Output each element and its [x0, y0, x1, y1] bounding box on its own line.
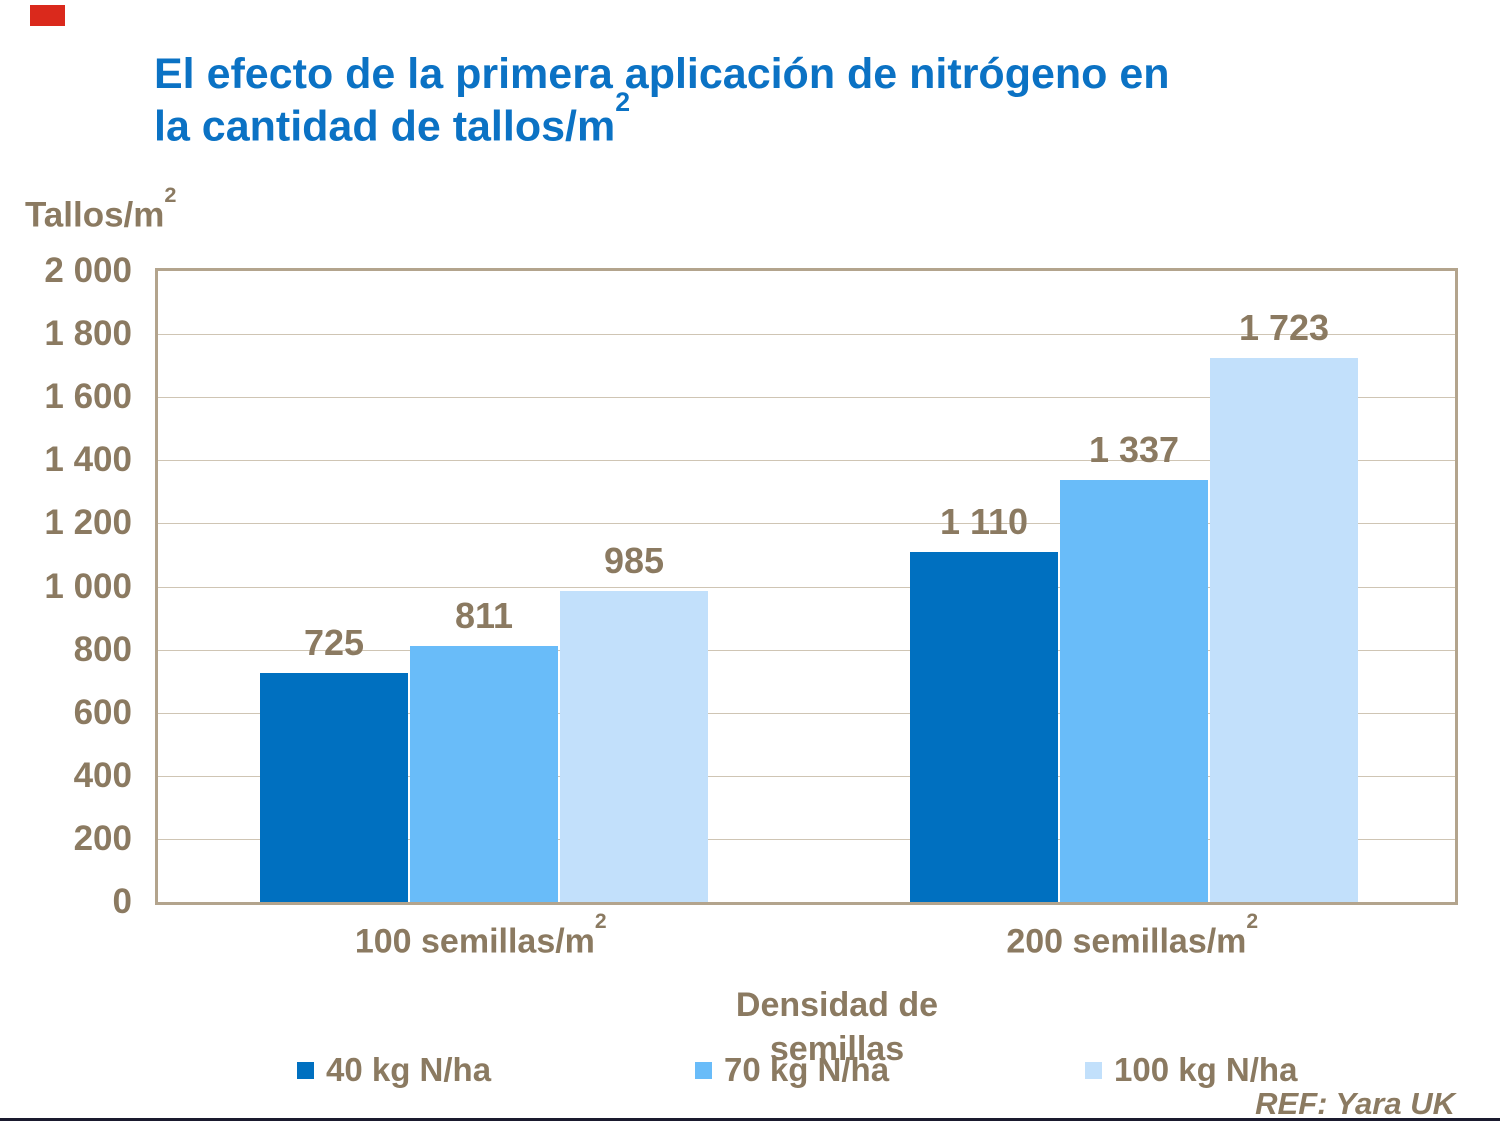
legend-swatch-100kg: [1085, 1061, 1102, 1079]
bar-value-label: 1 723: [1238, 307, 1330, 349]
page-title: El efecto de la primera aplicación de ni…: [154, 48, 1414, 153]
legend-label-70kg: 70 kg N/ha: [724, 1051, 890, 1088]
plot-area: 725 1 110 811 1 337 985 1 723: [155, 268, 1458, 905]
y-tick-label: 1 800: [44, 314, 132, 354]
bar-100-kg-n-ha-cat2: [1210, 358, 1358, 902]
bar-value-label: 1 337: [1088, 429, 1180, 471]
gridline: [158, 838, 1455, 840]
y-tick-label: 400: [73, 755, 132, 795]
y-tick-labels: 2 000 1 800 1 600 1 400 1 200 1 000 800 600 400 2…: [0, 251, 132, 921]
gridline: [158, 460, 1455, 462]
gridline: [158, 334, 1455, 336]
x-category-labels: 100 semillas/m2 200 semillas/m2: [155, 910, 1458, 961]
y-tick-label: 1 200: [44, 503, 132, 543]
y-axis-title: Tallos/m2: [25, 182, 177, 235]
bar-40-kg-n-ha-cat1: [260, 673, 408, 902]
y-tick-label: 1 600: [44, 377, 132, 417]
y-tick-label: 600: [73, 692, 132, 732]
page-title-line1: El efecto de la primera aplicación de ni…: [154, 50, 1170, 98]
page-title-line2: la cantidad de tallos/m: [154, 102, 616, 151]
bar-value-label: 1 110: [939, 500, 1029, 542]
bar-value-label: 725: [303, 622, 365, 664]
reference-label: REF: Yara UK: [1255, 1086, 1455, 1121]
legend-swatch-40kg: [297, 1061, 314, 1079]
legend-item-70kg: 70 kg N/ha: [695, 1051, 889, 1089]
gridline: [158, 586, 1455, 588]
gridline: [158, 397, 1455, 399]
x-axis-title: Densidad de semillas: [735, 986, 939, 1068]
gridline: [158, 649, 1455, 651]
legend-item-100kg: 100 kg N/ha: [1085, 1051, 1297, 1089]
x-category-200-semillas: 200 semillas/m2: [1006, 910, 1259, 961]
gridline: [158, 523, 1455, 525]
y-tick-label: 800: [73, 629, 132, 669]
x-category-100-semillas: 100 semillas/m2: [354, 910, 607, 961]
y-tick-label: 1 400: [44, 440, 132, 480]
legend-swatch-70kg: [695, 1061, 712, 1079]
bar-70-kg-n-ha-cat2: [1060, 480, 1208, 902]
legend-item-40kg: 40 kg N/ha: [297, 1051, 491, 1089]
legend-label-40kg: 40 kg N/ha: [326, 1051, 492, 1088]
y-tick-label: 2 000: [44, 251, 132, 290]
bar-70-kg-n-ha-cat1: [410, 646, 558, 902]
bar-value-label: 985: [603, 540, 665, 582]
y-tick-label: 1 000: [44, 566, 132, 606]
gridline: [158, 775, 1455, 777]
bar-40-kg-n-ha-cat2: [910, 551, 1058, 902]
red-accent-mark: [30, 5, 65, 26]
gridline: [158, 712, 1455, 714]
legend-label-100kg: 100 kg N/ha: [1114, 1051, 1298, 1088]
bar-100-kg-n-ha-cat1: [560, 591, 708, 902]
page-title-superscript: 2: [615, 86, 631, 117]
bottom-rule: [0, 1118, 1500, 1121]
y-tick-label: 0: [112, 882, 132, 921]
bar-value-label: 811: [454, 595, 514, 637]
y-tick-label: 200: [73, 818, 132, 858]
